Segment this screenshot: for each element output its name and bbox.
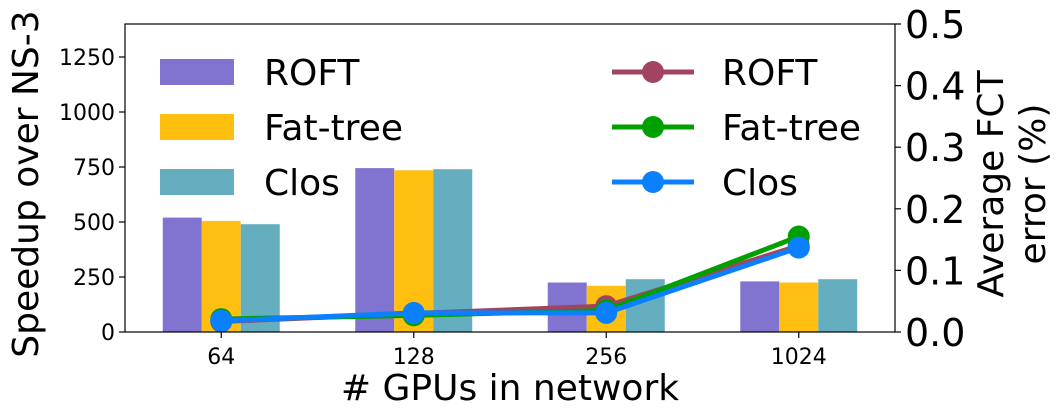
right-y-axis-title-line1: Average FCT [971,69,1012,297]
bar-legend: ROFT Fat-tree Clos [160,53,403,204]
legend-marker-clos [642,171,664,193]
bar-clos-64 [240,224,280,332]
left-tick-label: 1250 [59,46,115,71]
bar-clos-128 [433,169,473,332]
x-tick-label: 256 [585,345,627,370]
point-clos-1024 [787,236,810,259]
right-tick-label: 0.4 [905,65,965,109]
bar-roft-128 [355,168,395,332]
bar-clos-1024 [818,279,858,332]
point-clos-64 [210,309,233,332]
point-clos-256 [595,301,618,324]
legend-label-roft: ROFT [264,53,360,94]
left-tick-label: 0 [101,321,115,346]
plot-frame [124,23,896,333]
x-tick-label: 128 [393,345,435,370]
left-tick-label: 250 [73,266,115,291]
line-roft [221,243,800,325]
bar-roft-1024 [740,281,780,332]
line-legend: ROFT Fat-tree Clos [612,53,861,204]
right-tick-label: 0.1 [905,249,965,293]
right-y-axis: 0.0 0.1 0.2 0.3 0.4 0.5 [895,3,965,355]
line-clos [221,245,800,324]
x-tick-label: 64 [207,345,235,370]
left-tick-label: 750 [73,156,115,181]
left-tick-label: 500 [73,211,115,236]
legend-line-label-clos: Clos [722,163,798,204]
point-clos-128 [402,301,425,324]
left-y-axis: 0 250 500 750 1000 1250 [59,46,125,346]
right-y-axis-title-line2: error (%) [1013,104,1054,265]
left-y-axis-title: Speedup over NS-3 [6,10,47,357]
left-tick-label: 1000 [59,101,115,126]
legend-label-clos: Clos [264,163,340,204]
legend-marker-roft [642,61,664,83]
bar-fat-tree-1024 [779,282,819,332]
right-tick-label: 0.5 [905,3,965,47]
legend-line-label-fat-tree: Fat-tree [722,108,861,149]
right-tick-label: 0.3 [905,126,965,170]
legend-swatch-clos [160,169,234,195]
legend-line-label-roft: ROFT [722,53,818,94]
x-tick-label: 1024 [771,345,827,370]
bar-roft-64 [162,217,202,332]
right-tick-label: 0.2 [905,188,965,232]
line-group [210,225,810,333]
legend-swatch-roft [160,59,234,85]
x-axis-title: # GPUs in network [341,368,679,409]
x-axis: 64 128 256 1024 [207,332,827,370]
legend-marker-fat-tree [642,116,664,138]
right-tick-label: 0.0 [905,311,965,355]
legend-swatch-fat-tree [160,114,234,140]
legend-label-fat-tree: Fat-tree [264,108,403,149]
